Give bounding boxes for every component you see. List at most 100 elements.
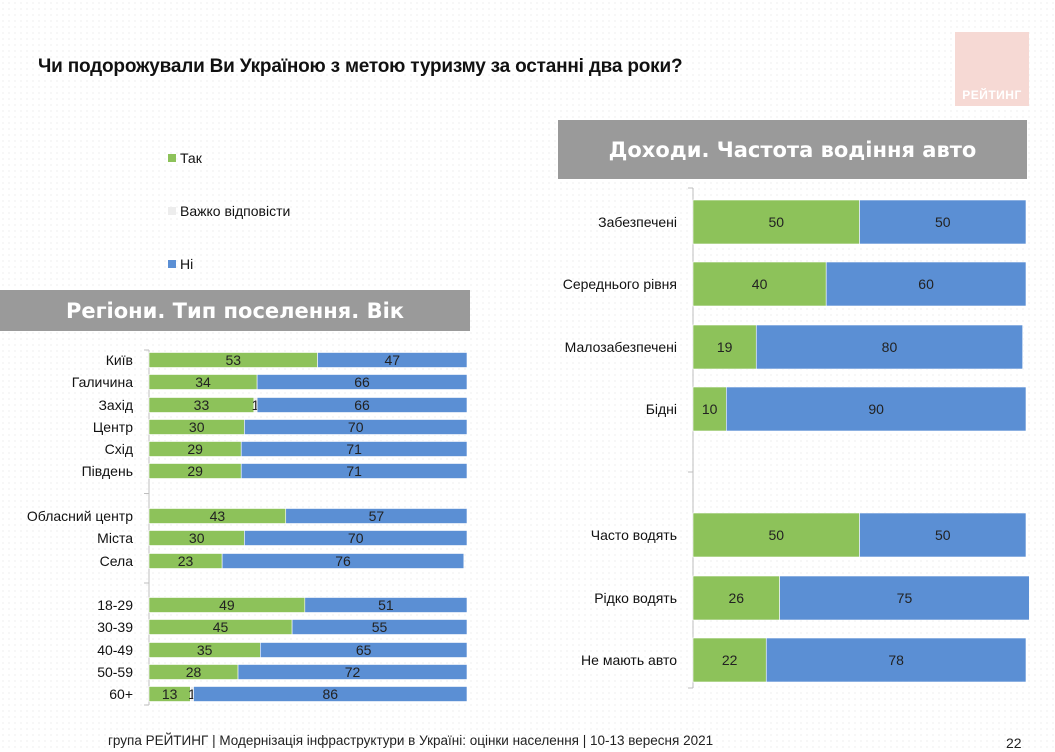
bar-no bbox=[317, 352, 468, 368]
chart-1-category-label: Забезпечені bbox=[598, 214, 677, 230]
legend-item-yes: Так bbox=[168, 150, 202, 166]
data-label-yes: 22 bbox=[722, 652, 738, 668]
chart-0-category-label: Київ bbox=[106, 352, 133, 368]
banner-regions: Регіони. Тип поселення. Вік bbox=[0, 290, 470, 331]
bar-yes bbox=[692, 199, 860, 245]
footer-text: група РЕЙТИНГ | Модернізація інфраструкт… bbox=[108, 733, 714, 748]
page-title: Чи подорожували Ви Україною з метою тури… bbox=[38, 56, 683, 77]
chart-0-category-label: 60+ bbox=[109, 686, 133, 702]
data-label-yes: 29 bbox=[187, 441, 203, 457]
page-number: 22 bbox=[1006, 735, 1022, 751]
chart-1-category-label: Рідко водять bbox=[594, 590, 677, 606]
data-label-no: 66 bbox=[354, 397, 370, 413]
data-label-hard: 1 bbox=[188, 686, 196, 702]
bar-yes bbox=[692, 261, 827, 307]
bar-no bbox=[244, 530, 468, 546]
bar-no bbox=[193, 686, 468, 702]
data-label-yes: 40 bbox=[752, 276, 768, 292]
bar-no bbox=[237, 664, 468, 680]
data-label-no: 55 bbox=[372, 619, 388, 635]
bar-no bbox=[285, 508, 468, 524]
legend-label-yes: Так bbox=[180, 150, 202, 166]
data-label-no: 71 bbox=[346, 463, 362, 479]
bar-no bbox=[725, 386, 1027, 432]
data-label-no: 70 bbox=[348, 530, 364, 546]
bar-yes bbox=[692, 575, 780, 621]
data-label-yes: 28 bbox=[186, 664, 202, 680]
bar-no bbox=[291, 619, 468, 635]
bar-no bbox=[304, 597, 468, 613]
legend-label-no: Ні bbox=[180, 256, 194, 272]
data-label-yes: 33 bbox=[194, 397, 210, 413]
legend-label-hard: Важко відповісти bbox=[180, 203, 291, 219]
chart-0-category-label: 18-29 bbox=[97, 597, 133, 613]
data-label-no: 71 bbox=[346, 441, 362, 457]
chart-1-category-label: Бідні bbox=[646, 401, 677, 417]
bar-no bbox=[859, 512, 1027, 558]
chart-0-category-label: 50-59 bbox=[97, 664, 133, 680]
legend-swatch-yes bbox=[168, 154, 176, 162]
data-label-yes: 19 bbox=[717, 339, 733, 355]
data-label-no: 57 bbox=[369, 508, 385, 524]
data-label-no: 51 bbox=[378, 597, 394, 613]
bar-yes bbox=[692, 637, 767, 683]
bar-no bbox=[256, 397, 468, 413]
legend-swatch-hard bbox=[168, 207, 176, 215]
chart-0-category-label: 30-39 bbox=[97, 619, 133, 635]
data-label-yes: 53 bbox=[225, 352, 241, 368]
rating-logo: РЕЙТИНГ bbox=[955, 32, 1029, 106]
data-label-no: 60 bbox=[918, 276, 934, 292]
data-label-no: 65 bbox=[356, 642, 372, 658]
bar-yes bbox=[692, 512, 860, 558]
bar-no bbox=[765, 637, 1027, 683]
chart-0-category-label: Південь bbox=[82, 463, 133, 479]
data-label-yes: 50 bbox=[768, 527, 784, 543]
bar-no bbox=[779, 575, 1030, 621]
chart-1-category-label: Часто водять bbox=[591, 527, 677, 543]
bar-no bbox=[240, 463, 468, 479]
bar-yes bbox=[692, 386, 727, 432]
data-label-yes: 43 bbox=[210, 508, 226, 524]
data-label-yes: 49 bbox=[219, 597, 235, 613]
banner-income: Доходи. Частота водіння авто bbox=[558, 120, 1027, 179]
data-label-no: 80 bbox=[882, 339, 898, 355]
legend-item-no: Ні bbox=[168, 256, 193, 272]
data-label-no: 70 bbox=[348, 419, 364, 435]
legend-item-hard: Важко відповісти bbox=[168, 203, 290, 219]
data-label-yes: 23 bbox=[178, 553, 194, 569]
chart-0-category-label: Села bbox=[100, 553, 134, 569]
data-label-no: 72 bbox=[345, 664, 361, 680]
chart-1-category-label: Малозабезпечені bbox=[565, 339, 677, 355]
data-label-yes: 34 bbox=[195, 374, 211, 390]
data-label-yes: 50 bbox=[768, 214, 784, 230]
data-label-no: 86 bbox=[322, 686, 338, 702]
data-label-no: 90 bbox=[868, 401, 884, 417]
logo-text: РЕЙТИНГ bbox=[962, 88, 1022, 102]
bar-yes bbox=[692, 324, 757, 370]
chart-0-category-label: Захід bbox=[98, 397, 133, 413]
data-label-yes: 29 bbox=[187, 463, 203, 479]
chart-0-category-label: Центр bbox=[93, 419, 133, 435]
bar-no bbox=[256, 374, 468, 390]
data-label-yes: 35 bbox=[197, 642, 213, 658]
chart-1-category-label: Середнього рівня bbox=[563, 276, 677, 292]
bar-no bbox=[859, 199, 1027, 245]
data-label-no: 78 bbox=[888, 652, 904, 668]
chart-0-category-label: Галичина bbox=[72, 374, 133, 390]
data-label-no: 50 bbox=[935, 527, 951, 543]
data-label-yes: 30 bbox=[189, 530, 205, 546]
data-label-yes: 26 bbox=[729, 590, 745, 606]
data-label-yes: 10 bbox=[702, 401, 718, 417]
chart-1-category-label: Не мають авто bbox=[581, 652, 677, 668]
data-label-no: 66 bbox=[354, 374, 370, 390]
data-label-no: 50 bbox=[935, 214, 951, 230]
bar-no bbox=[259, 642, 468, 658]
bar-no bbox=[240, 441, 468, 457]
chart-0-category-label: Міста bbox=[97, 530, 133, 546]
bar-no bbox=[825, 261, 1027, 307]
data-label-yes: 13 bbox=[162, 686, 178, 702]
legend-swatch-no bbox=[168, 260, 176, 268]
bar-no bbox=[221, 553, 465, 569]
data-label-yes: 30 bbox=[189, 419, 205, 435]
